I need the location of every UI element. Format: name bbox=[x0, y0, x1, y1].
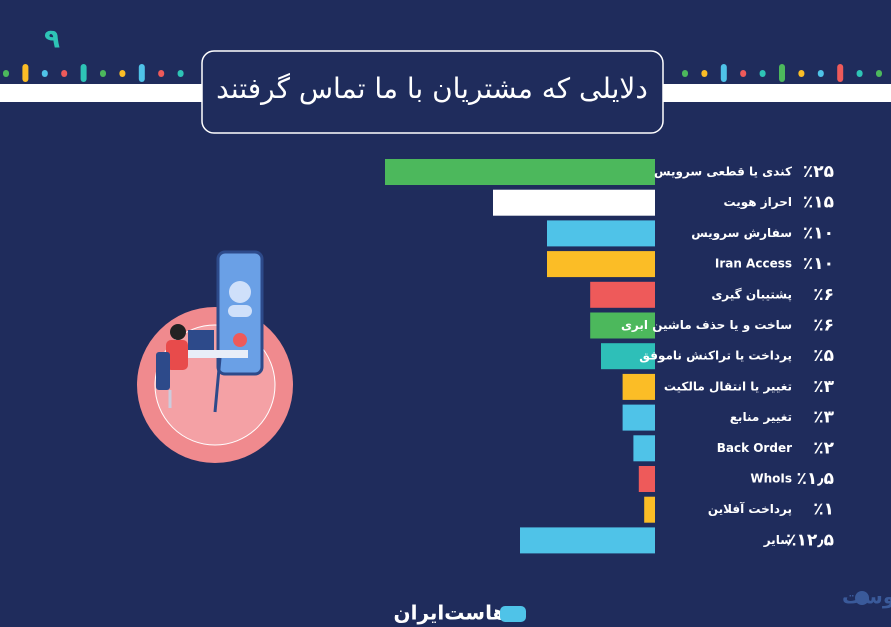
category-label: WhoIs bbox=[750, 472, 792, 486]
footer-brand: هاست‌ایران bbox=[394, 601, 507, 625]
dot bbox=[61, 70, 68, 77]
value-label: ٪۳ bbox=[813, 408, 834, 428]
bar bbox=[520, 527, 655, 554]
title-box bbox=[201, 50, 664, 134]
dot bbox=[856, 70, 863, 77]
category-label: سفارش سرویس bbox=[691, 226, 792, 241]
category-label: تغییر یا انتقال مالکیت bbox=[664, 379, 792, 393]
bar bbox=[622, 404, 655, 431]
category-label: سایر bbox=[763, 533, 792, 547]
dot bbox=[682, 70, 688, 77]
bar bbox=[644, 496, 655, 523]
bar bbox=[590, 281, 655, 308]
bar bbox=[638, 466, 655, 492]
dot bbox=[876, 70, 882, 77]
chart-title: دلایلی که مشتریان با ما تماس گرفتند bbox=[216, 72, 648, 105]
category-label: Iran Access bbox=[715, 257, 792, 271]
value-label: ٪۲ bbox=[813, 438, 834, 458]
value-label: ٪۱٫۵ bbox=[796, 469, 834, 489]
head bbox=[170, 324, 186, 340]
value-label: ٪۳ bbox=[813, 377, 834, 397]
bar bbox=[547, 220, 655, 247]
category-label: کندی یا قطعی سرویس bbox=[654, 165, 792, 180]
value-label: ٪۱۰ bbox=[803, 223, 834, 243]
bar bbox=[601, 343, 655, 370]
page-number: ۹ bbox=[44, 25, 60, 55]
bar bbox=[547, 251, 655, 278]
category-label: احراز هویت bbox=[724, 195, 792, 210]
dot bbox=[779, 64, 785, 82]
dot bbox=[41, 70, 48, 77]
bar bbox=[493, 189, 655, 216]
dot bbox=[798, 70, 805, 77]
dot bbox=[701, 70, 708, 77]
dot bbox=[119, 70, 126, 77]
bar bbox=[590, 312, 655, 339]
value-label: ٪۵ bbox=[813, 346, 834, 366]
desk-leg bbox=[213, 357, 222, 413]
dot bbox=[837, 64, 844, 82]
bars: ٪۲۵ کندی یا قطعی سرویس ٪۱۵ احراز هویت ٪۱۰ سفا… bbox=[385, 159, 835, 554]
category-label: تغییر منابع bbox=[730, 410, 792, 424]
dot bbox=[3, 70, 9, 77]
category-label: ساخت و یا حذف ماشین ابری bbox=[621, 318, 792, 333]
dot bbox=[720, 64, 727, 82]
dot bbox=[740, 70, 747, 77]
category-label: Back Order bbox=[717, 441, 792, 455]
value-label: ٪۲۵ bbox=[803, 162, 834, 182]
avatar bbox=[229, 281, 251, 303]
dot bbox=[138, 64, 145, 82]
brand-logo bbox=[500, 606, 526, 622]
value-label: ٪۱۵ bbox=[803, 193, 834, 213]
dot bbox=[80, 64, 87, 82]
torso bbox=[166, 340, 188, 370]
decor-dots bbox=[3, 64, 882, 82]
laptop bbox=[188, 330, 214, 350]
bar bbox=[622, 373, 655, 400]
value-label: ٪۱۲٫۵ bbox=[786, 530, 834, 550]
watermark-icon bbox=[855, 591, 869, 605]
chair bbox=[156, 352, 170, 390]
value-label: ٪۱ bbox=[813, 500, 834, 520]
dot bbox=[177, 70, 184, 77]
dot bbox=[100, 70, 106, 77]
desk bbox=[168, 350, 248, 358]
value-label: ٪۶ bbox=[813, 316, 834, 336]
avatar-body bbox=[228, 305, 252, 317]
dot bbox=[759, 70, 766, 77]
value-label: ٪۶ bbox=[813, 285, 834, 305]
bar bbox=[385, 159, 655, 185]
bar bbox=[633, 435, 655, 462]
category-label: پشتیبان گیری bbox=[711, 287, 792, 301]
category-label: پرداخت آفلاین bbox=[708, 501, 792, 516]
illustration bbox=[137, 250, 293, 463]
value-label: ٪۱۰ bbox=[803, 254, 834, 274]
category-label: پرداخت یا تراکنش ناموفق bbox=[639, 349, 792, 364]
call-button bbox=[233, 333, 247, 347]
dot bbox=[22, 64, 29, 82]
dot bbox=[817, 70, 824, 77]
dot bbox=[158, 70, 165, 77]
